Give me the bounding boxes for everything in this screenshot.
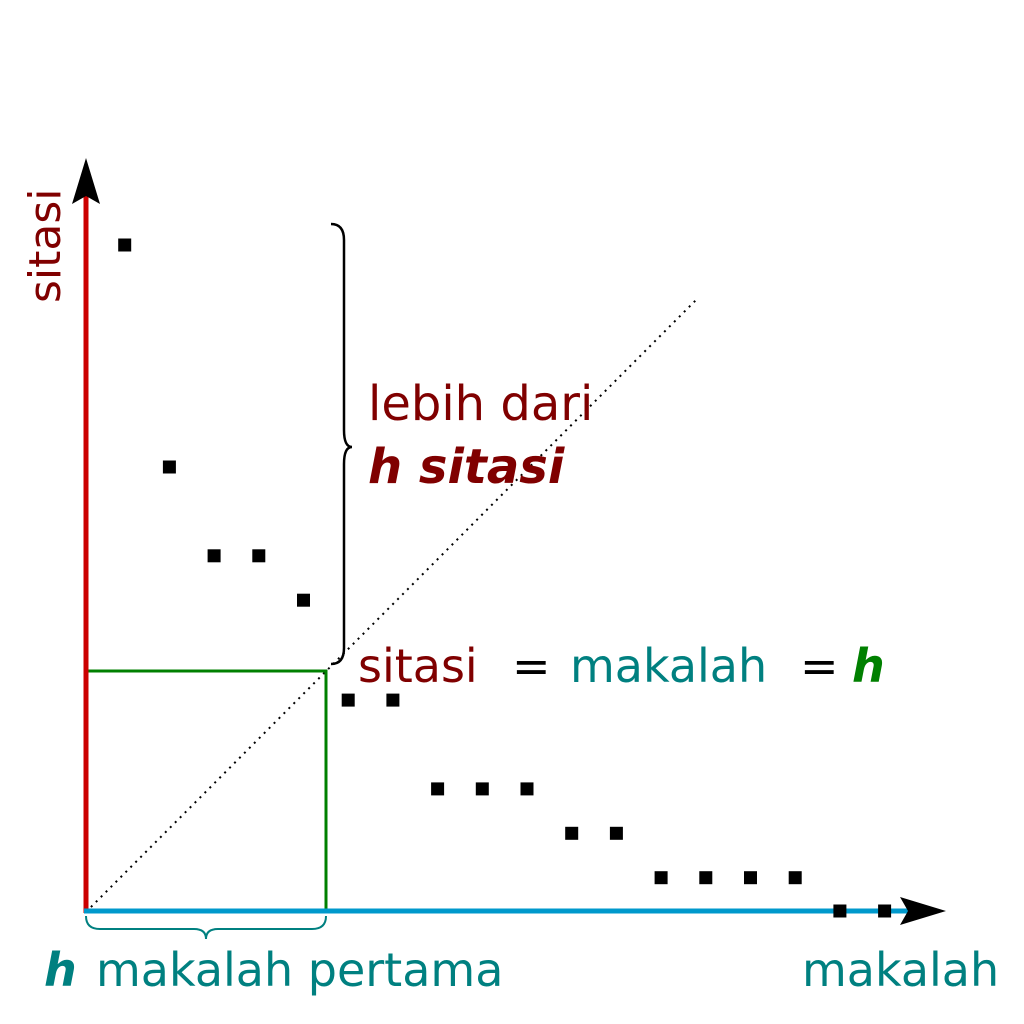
data-point [788, 871, 802, 885]
papers-brace-icon [85, 915, 327, 940]
data-points [118, 238, 892, 918]
data-point [878, 904, 892, 918]
data-point [565, 826, 579, 840]
equation-sitasi: sitasi [358, 639, 478, 693]
y-axis-label: sitasi [20, 188, 71, 303]
first-papers-label: makalah pertama [96, 943, 503, 997]
equation-h: h [852, 639, 885, 693]
y-axis-arrow-icon [72, 158, 100, 204]
data-point [162, 460, 176, 474]
x-axis-label: makalah [802, 943, 999, 997]
equation-equals-2: = [800, 639, 839, 693]
diagonal-dotted-line [85, 297, 699, 913]
data-point [252, 549, 266, 563]
citations-brace-icon [330, 222, 353, 666]
data-point [475, 782, 489, 796]
data-point [118, 238, 132, 252]
x-axis-arrow-icon [900, 897, 946, 925]
first-h-label: h [44, 943, 77, 997]
more-than-label-line1: lebih dari [368, 376, 593, 432]
data-point [341, 693, 355, 707]
data-point [297, 593, 310, 607]
h-square [87, 669, 328, 912]
data-point [431, 782, 445, 796]
equation-equals-1: = [512, 639, 551, 693]
data-point [744, 871, 757, 885]
data-point [654, 871, 668, 885]
data-point [207, 549, 221, 563]
data-point [609, 826, 623, 840]
data-point [833, 904, 847, 918]
equation-makalah: makalah [570, 639, 767, 693]
data-point [386, 693, 400, 707]
data-point [699, 871, 713, 885]
more-than-label-line2: h sitasi [368, 439, 565, 495]
data-point [520, 782, 534, 796]
